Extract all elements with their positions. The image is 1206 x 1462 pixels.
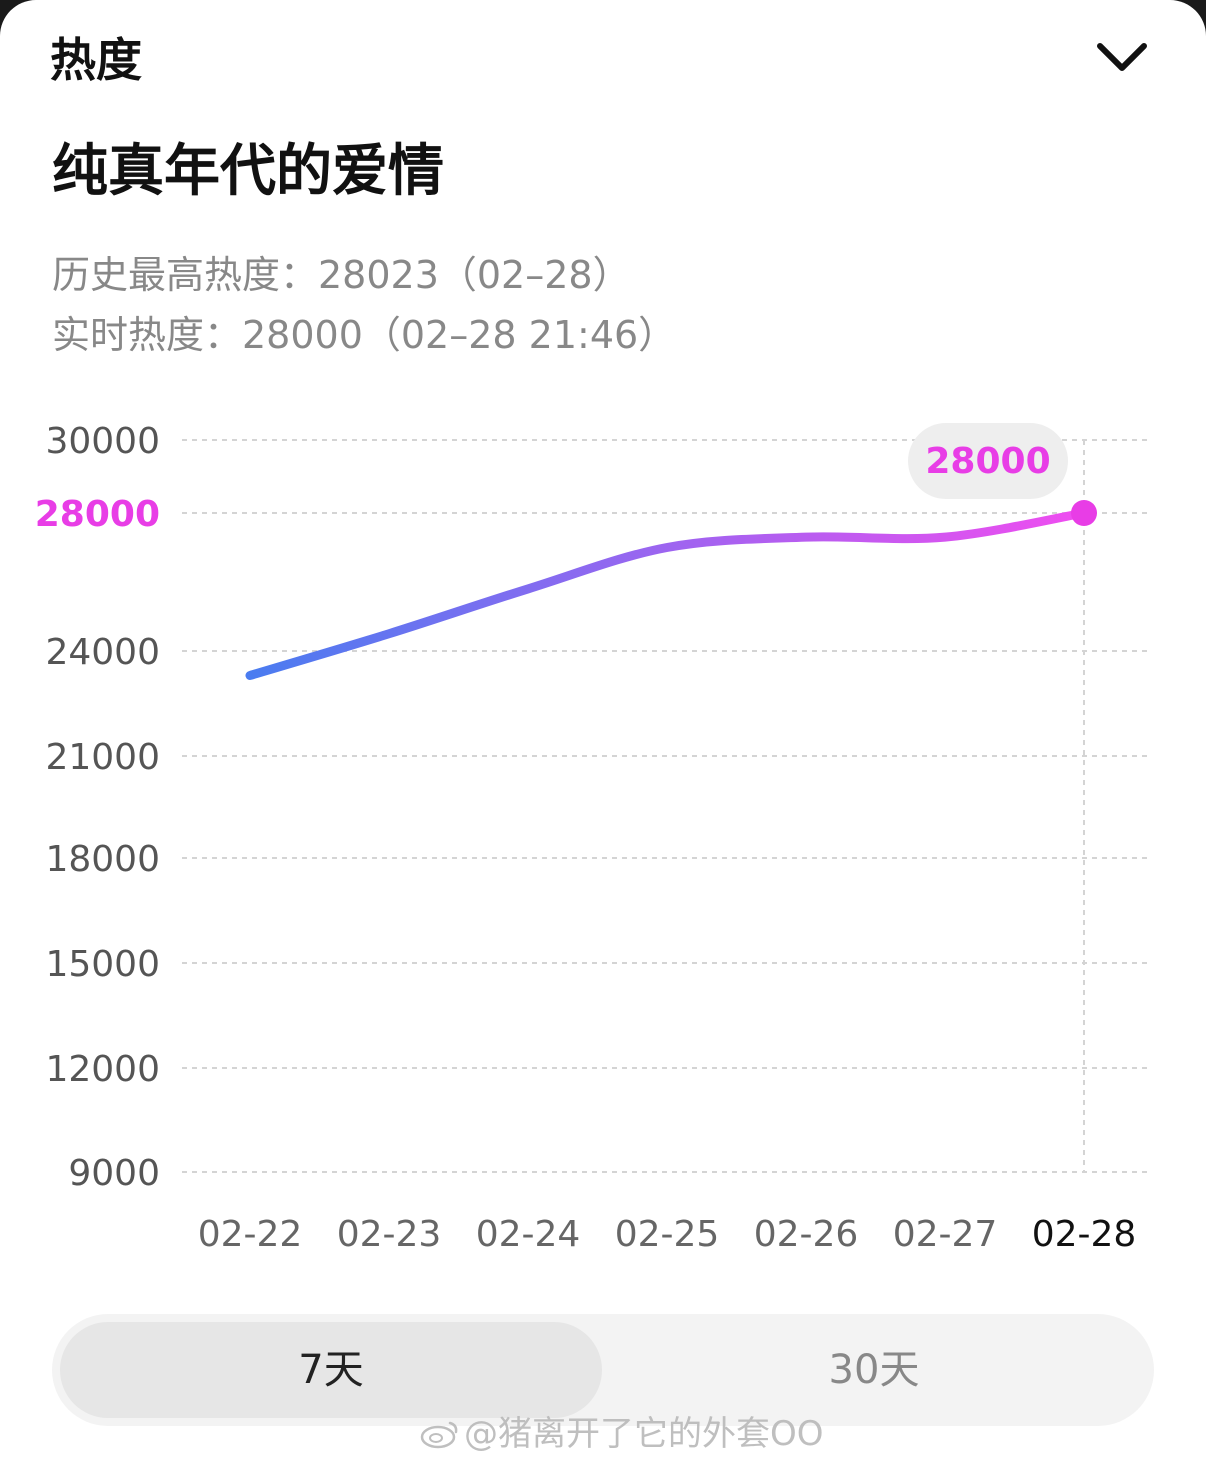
value-bubble-label: 28000 [925, 441, 1050, 482]
x-tick-label: 02-23 [337, 1214, 442, 1255]
heat-line-chart: 9000 12000 15000 18000 21000 24000 28000 30000 0… [35, 421, 1150, 1255]
range-selector: 7天 30天 [52, 1314, 1154, 1426]
y-tick-label: 24000 [45, 632, 160, 673]
value-bubble [908, 423, 1068, 499]
x-tick-label: 02-26 [754, 1214, 859, 1255]
show-title: 纯真年代的爱情 [52, 139, 444, 204]
watermark-text: @猪离开了它的外套OO [464, 1414, 824, 1454]
x-tick-label: 02-24 [476, 1214, 581, 1255]
historic-peak-stat: 历史最高热度：28023（02–28） [52, 253, 631, 297]
y-tick-label: 28000 [35, 494, 160, 535]
y-tick-label: 15000 [45, 944, 160, 985]
watermark: @猪离开了它的外套OO [420, 1410, 824, 1458]
y-tick-label: 9000 [68, 1153, 160, 1194]
y-tick-label: 21000 [45, 737, 160, 778]
weibo-icon [420, 1421, 458, 1449]
panel-title: 热度 [50, 33, 142, 87]
tab-30-days[interactable]: 30天 [828, 1347, 920, 1393]
series-line [245, 508, 1089, 680]
x-tick-label: 02-22 [198, 1214, 303, 1255]
x-tick-label: 02-28 [1032, 1214, 1137, 1255]
x-tick-label: 02-25 [615, 1214, 720, 1255]
chevron-down-icon[interactable] [1094, 38, 1150, 78]
realtime-heat-stat: 实时热度：28000（02–28 21:46） [52, 313, 677, 357]
highlight-point [1071, 500, 1097, 526]
y-tick-label: 30000 [45, 421, 160, 462]
tab-7-days[interactable]: 7天 [60, 1322, 602, 1418]
y-tick-label: 12000 [45, 1049, 160, 1090]
y-tick-label: 18000 [45, 839, 160, 880]
x-tick-label: 02-27 [893, 1214, 998, 1255]
